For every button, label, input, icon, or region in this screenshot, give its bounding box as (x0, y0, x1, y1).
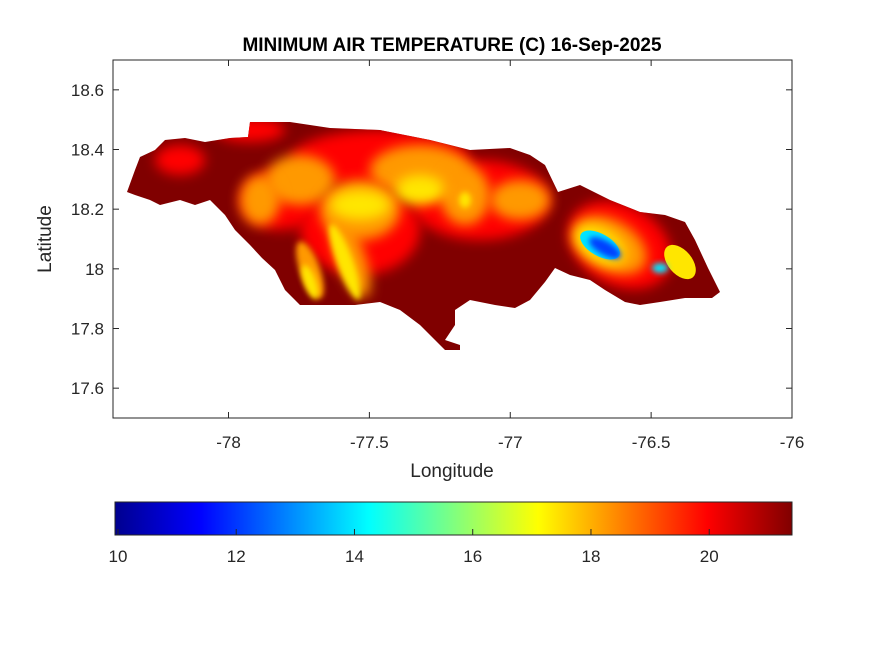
x-axis: -78 -77.5 -77 -76.5 -76 (216, 60, 804, 452)
colorbar-tick-label: 16 (463, 547, 482, 566)
y-tick-label: 17.8 (71, 320, 104, 339)
temperature-region (589, 237, 621, 259)
colorbar (114, 501, 793, 536)
temperature-region (395, 175, 445, 205)
y-tick-label: 18 (85, 260, 104, 279)
temperature-region (329, 224, 361, 300)
colorbar-ticks: 10 12 14 16 18 20 (108, 529, 719, 566)
temperature-region (652, 263, 668, 273)
temperature-region (265, 155, 335, 205)
temperature-region (459, 192, 471, 208)
colorbar-tick-label: 14 (345, 547, 364, 566)
colorbar-tick-label: 20 (700, 547, 719, 566)
temperature-region (240, 175, 280, 225)
axes-box (112, 59, 793, 419)
x-tick-label: -76.5 (632, 433, 671, 452)
colorbar-tick-label: 12 (227, 547, 246, 566)
y-tick-label: 18.4 (71, 141, 104, 160)
temperature-region (301, 264, 319, 300)
y-tick-label: 17.6 (71, 379, 104, 398)
y-tick-label: 18.6 (71, 81, 104, 100)
x-tick-label: -77.5 (350, 433, 389, 452)
x-axis-label: Longitude (410, 461, 493, 482)
temperature-region (490, 180, 550, 220)
colorbar-tick-label: 10 (108, 547, 127, 566)
x-tick-label: -76 (780, 433, 805, 452)
chart-title: MINIMUM AIR TEMPERATURE (C) 16-Sep-2025 (242, 35, 662, 56)
temperature-region (330, 190, 390, 220)
x-tick-label: -77 (498, 433, 523, 452)
y-tick-label: 18.2 (71, 200, 104, 219)
colorbar-tick-label: 18 (582, 547, 601, 566)
temperature-region (664, 244, 696, 280)
y-axis: 17.6 17.8 18 18.2 18.4 18.6 (71, 81, 792, 398)
x-tick-label: -78 (216, 433, 241, 452)
temperature-region (155, 145, 205, 175)
y-axis-label: Latitude (35, 205, 56, 273)
